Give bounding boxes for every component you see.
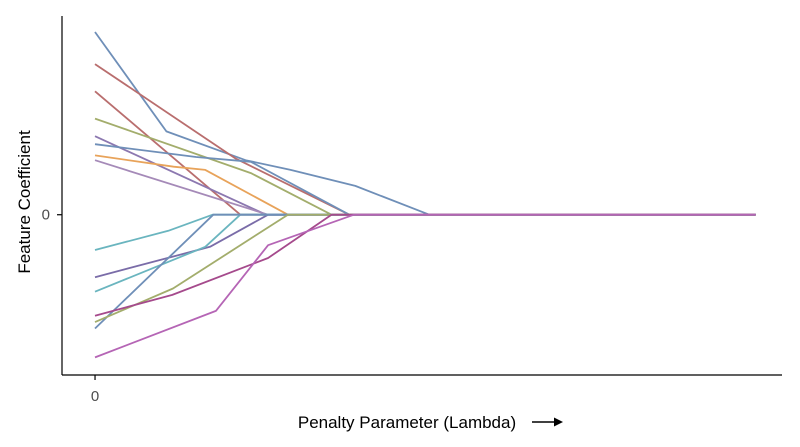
series-layer: [94, 31, 756, 359]
coefficient-path-line-11: [94, 213, 756, 293]
coefficient-path-line-13: [94, 213, 756, 323]
coefficient-path-line-14: [94, 213, 756, 317]
coefficient-path-line-1: [94, 31, 756, 216]
coefficient-path-line-7: [94, 154, 756, 216]
coefficient-path-line-10: [94, 213, 756, 279]
x-tick-label: 0: [91, 388, 99, 405]
coefficient-path-line-4: [94, 117, 756, 216]
x-axis-title: Penalty Parameter (Lambda): [298, 413, 516, 432]
coefficient-path-line-15: [94, 213, 756, 359]
coefficient-path-line-12: [94, 213, 756, 330]
y-axis-title: Feature Coefficient: [15, 130, 34, 274]
tick-layer: 00: [42, 207, 100, 405]
right-arrow-icon: [532, 417, 563, 427]
coefficient-path-line-6: [94, 143, 756, 216]
y-tick-label: 0: [42, 207, 50, 224]
